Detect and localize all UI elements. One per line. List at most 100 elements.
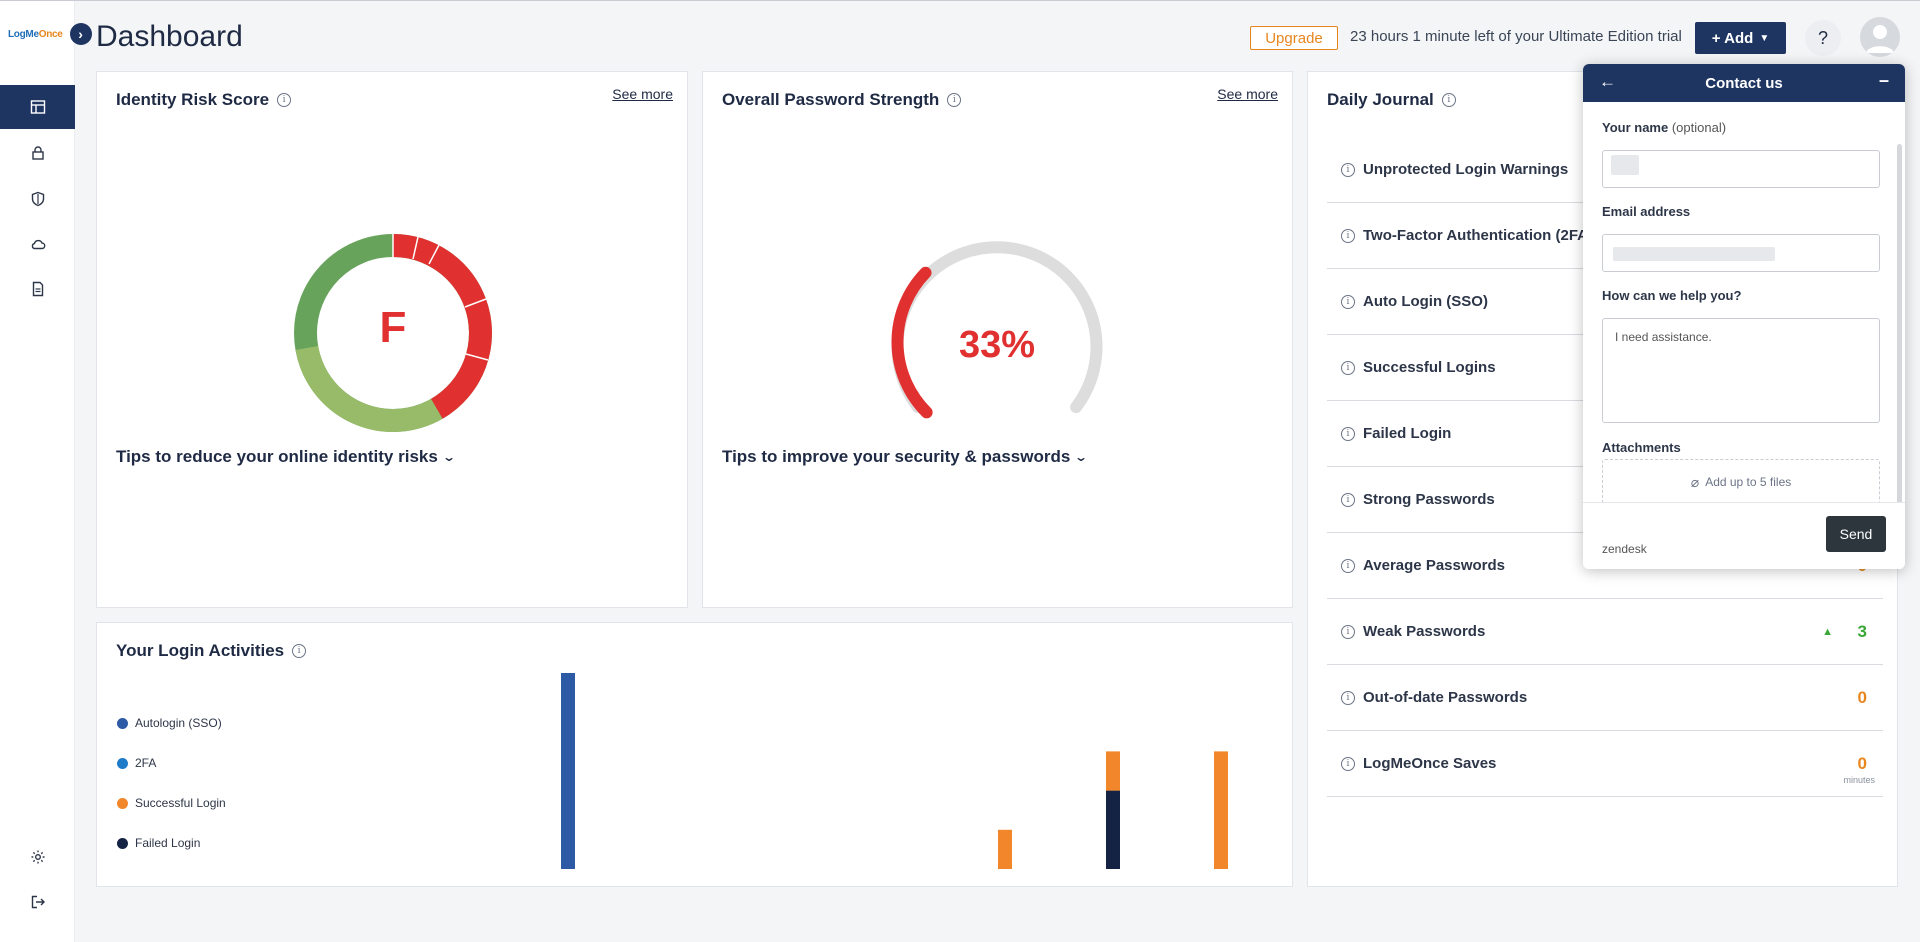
- info-icon[interactable]: i: [1341, 558, 1355, 573]
- trial-status: 23 hours 1 minute left of your Ultimate …: [1350, 28, 1682, 45]
- journal-row-label: i Average Passwords: [1341, 557, 1505, 574]
- info-icon[interactable]: i: [1341, 690, 1355, 705]
- journal-row-label: i LogMeOnce Saves: [1341, 755, 1496, 772]
- shield-icon: [31, 191, 44, 207]
- sidebar-item-passwords[interactable]: [0, 131, 75, 175]
- gear-icon: [31, 850, 44, 864]
- help-button[interactable]: ?: [1805, 20, 1841, 56]
- login-activities-card: Your Login Activities i Autologin (SSO) 2…: [96, 622, 1293, 887]
- logo[interactable]: LogMeOnce ›: [8, 23, 92, 45]
- document-icon: [32, 281, 43, 297]
- card-title: Daily Journal i: [1327, 90, 1456, 110]
- info-icon[interactable]: i: [1341, 492, 1355, 507]
- identity-tips-toggle[interactable]: Tips to reduce your online identity risk…: [116, 447, 456, 466]
- info-icon[interactable]: i: [1441, 93, 1456, 107]
- journal-row-label: i Weak Passwords: [1341, 623, 1485, 640]
- name-field[interactable]: [1602, 150, 1880, 188]
- caret-down-icon: ▼: [1759, 32, 1770, 44]
- legend-dot: [117, 717, 128, 729]
- legend-dot: [117, 837, 128, 849]
- upgrade-button[interactable]: Upgrade: [1250, 26, 1338, 50]
- info-icon[interactable]: i: [277, 93, 292, 107]
- donut-segment-medium: [295, 345, 443, 433]
- info-icon[interactable]: i: [1341, 756, 1355, 771]
- info-icon[interactable]: i: [1341, 294, 1355, 309]
- legend-dot: [117, 757, 128, 769]
- message-textarea[interactable]: I need assistance.: [1602, 318, 1880, 423]
- journal-row: i LogMeOnce Saves 0 minutes: [1327, 731, 1883, 797]
- trend-up-icon: ▲: [1822, 625, 1833, 638]
- strength-percent: 33%: [958, 324, 1036, 366]
- journal-row-label: i Unprotected Login Warnings: [1341, 161, 1568, 178]
- journal-row-value: 0: [1857, 687, 1867, 707]
- password-tips-toggle[interactable]: Tips to improve your security & password…: [722, 447, 1089, 466]
- info-icon[interactable]: i: [1341, 360, 1355, 375]
- see-more-link[interactable]: See more: [612, 86, 673, 102]
- contact-panel: ← Contact us – Your name (optional) Emai…: [1583, 64, 1905, 569]
- journal-row-label: i Failed Login: [1341, 425, 1451, 442]
- chart-legend: Autologin (SSO) 2FA Successful Login Fai…: [117, 703, 226, 863]
- login-activities-chart: [561, 673, 1228, 869]
- page-title: Dashboard: [96, 20, 243, 53]
- journal-row-label: i Strong Passwords: [1341, 491, 1495, 508]
- dashboard-icon: [30, 100, 45, 114]
- minimize-icon[interactable]: –: [1878, 70, 1889, 90]
- donut-segment-high: [430, 299, 492, 419]
- logo-text: LogMeOnce: [8, 28, 63, 40]
- sidebar-item-logout[interactable]: [0, 880, 75, 924]
- paperclip-icon: ⌀: [1690, 473, 1700, 490]
- info-icon[interactable]: i: [292, 644, 307, 658]
- sidebar-item-cloud[interactable]: [0, 222, 75, 266]
- info-icon[interactable]: i: [1341, 624, 1355, 639]
- identity-risk-card: Identity Risk Score i See more F Tips to …: [96, 71, 688, 608]
- avatar[interactable]: [1860, 17, 1900, 57]
- card-title: Your Login Activities i: [116, 641, 307, 661]
- sidebar: LogMeOnce ›: [0, 1, 92, 942]
- strength-gauge: [891, 241, 1103, 419]
- message-value: I need assistance.: [1615, 330, 1712, 344]
- journal-row-value: 3: [1857, 621, 1867, 641]
- bar-autologin-sso: [561, 673, 575, 869]
- info-icon[interactable]: i: [1341, 426, 1355, 441]
- email-field[interactable]: [1602, 234, 1880, 272]
- bar-failed-login: [1106, 790, 1120, 869]
- bar-successful-login: [998, 829, 1012, 869]
- cloud-icon: [31, 239, 45, 250]
- back-arrow-icon[interactable]: ←: [1599, 72, 1616, 91]
- contact-header: ← Contact us –: [1583, 64, 1905, 102]
- expand-sidebar-button[interactable]: ›: [69, 23, 92, 45]
- contact-footer: zendesk Send: [1583, 502, 1905, 569]
- journal-row-label: i Two-Factor Authentication (2FA): [1341, 227, 1593, 244]
- sidebar-item-documents[interactable]: [0, 267, 75, 311]
- attachments-dropzone[interactable]: ⌀ Add up to 5 files: [1602, 459, 1880, 502]
- contact-form: Your name (optional) Email address How c…: [1583, 102, 1905, 502]
- logout-icon: [31, 895, 45, 909]
- message-label: How can we help you?: [1602, 288, 1742, 303]
- journal-row-label: i Out-of-date Passwords: [1341, 689, 1527, 706]
- card-title: Overall Password Strength i: [722, 90, 962, 110]
- zendesk-brand: zendesk: [1602, 542, 1647, 556]
- info-icon[interactable]: i: [1341, 162, 1355, 177]
- legend-item-2fa: 2FA: [117, 743, 226, 783]
- chevron-down-icon: ⌄: [441, 450, 456, 464]
- journal-row-value: 0: [1857, 753, 1867, 773]
- sidebar-item-dashboard[interactable]: [0, 85, 75, 129]
- info-icon[interactable]: i: [947, 93, 962, 107]
- send-button[interactable]: Send: [1826, 516, 1886, 552]
- risk-grade: F: [379, 303, 407, 352]
- email-label: Email address: [1602, 204, 1691, 219]
- sidebar-item-settings[interactable]: [0, 835, 75, 879]
- journal-row: i Weak Passwords 3 ▲: [1327, 599, 1883, 665]
- info-icon[interactable]: i: [1341, 228, 1355, 243]
- add-button[interactable]: + Add ▼: [1695, 22, 1786, 54]
- scrollbar[interactable]: [1897, 144, 1902, 502]
- journal-row-label: i Auto Login (SSO): [1341, 293, 1488, 310]
- attachments-label: Attachments: [1602, 440, 1681, 455]
- journal-row-label: i Successful Logins: [1341, 359, 1496, 376]
- user-icon: [1866, 25, 1894, 53]
- sidebar-item-security[interactable]: [0, 177, 75, 221]
- see-more-link[interactable]: See more: [1217, 86, 1278, 102]
- name-label: Your name (optional): [1602, 120, 1727, 135]
- bar-successful-login: [1106, 751, 1120, 791]
- chevron-down-icon: ⌄: [1074, 450, 1089, 464]
